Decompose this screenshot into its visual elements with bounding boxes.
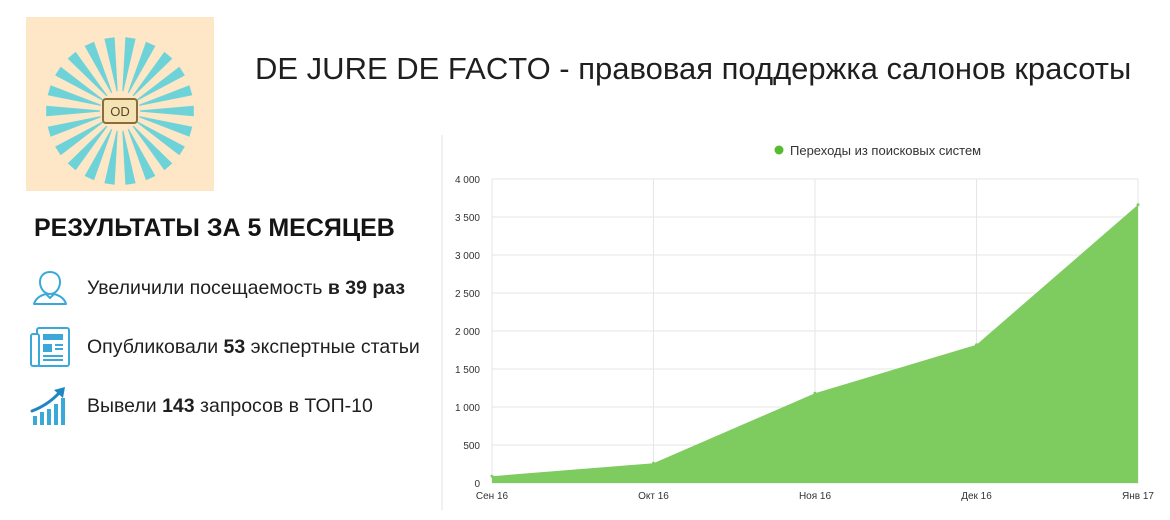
y-tick-label: 0 bbox=[474, 479, 480, 490]
stat-text-visits: Увеличили посещаемость в 39 раз bbox=[87, 277, 405, 300]
logo-ray bbox=[104, 130, 118, 185]
growth-chart-icon bbox=[30, 387, 65, 425]
logo-ray bbox=[122, 130, 136, 185]
x-tick-label: Янв 17 bbox=[1122, 491, 1154, 502]
logo-ray bbox=[55, 66, 104, 101]
newspaper-icon bbox=[30, 327, 70, 367]
x-tick-label: Дек 16 bbox=[961, 491, 992, 502]
x-tick-label: Окт 16 bbox=[638, 491, 669, 502]
page-title: DE JURE DE FACTO - правовая поддержка са… bbox=[255, 51, 1132, 86]
stat-row-visits: Увеличили посещаемость в 39 раз bbox=[28, 266, 405, 310]
logo-badge bbox=[102, 98, 138, 124]
logo-ray bbox=[47, 85, 101, 106]
x-tick-label: Ноя 16 bbox=[799, 491, 832, 502]
logo-ray bbox=[140, 105, 194, 117]
logo-ray bbox=[104, 37, 118, 92]
y-tick-label: 3 500 bbox=[455, 213, 480, 224]
user-icon bbox=[33, 270, 67, 305]
data-point bbox=[813, 391, 817, 395]
stat-suffix: запросов в ТОП-10 bbox=[194, 394, 373, 417]
stat-highlight: 143 bbox=[162, 394, 195, 417]
logo-ray bbox=[46, 105, 100, 117]
traffic-chart-svg: 0 500 1 000 1 500 2 000 2 500 3 000 3 500 4 000 С… bbox=[441, 135, 1154, 510]
stat-highlight: в 39 раз bbox=[327, 276, 406, 299]
y-tick-label: 2 500 bbox=[455, 289, 480, 300]
logo-sunburst-rays bbox=[46, 37, 194, 185]
logo-graphic: OD bbox=[46, 37, 194, 185]
logo-badge-text: OD bbox=[110, 104, 130, 119]
logo-ray bbox=[132, 125, 173, 171]
y-tick-label: 1 500 bbox=[455, 365, 480, 376]
logo-ray bbox=[84, 129, 113, 181]
series-area bbox=[492, 204, 1138, 484]
y-tick-label: 500 bbox=[463, 441, 480, 452]
legend-marker bbox=[774, 145, 784, 155]
x-tick-label: Сен 16 bbox=[476, 491, 509, 502]
data-point bbox=[652, 461, 655, 465]
results-heading: РЕЗУЛЬТАТЫ ЗА 5 МЕСЯЦЕВ bbox=[34, 214, 395, 242]
chart-series bbox=[490, 203, 1140, 484]
logo-ray bbox=[122, 37, 136, 92]
logo-ray bbox=[47, 116, 101, 137]
logo-ray bbox=[55, 121, 104, 156]
logo-ray bbox=[139, 85, 193, 106]
chart-axes: 0 500 1 000 1 500 2 000 2 500 3 000 3 500 4 000 С… bbox=[455, 175, 1154, 502]
stat-prefix: Увеличили посещаемость bbox=[87, 276, 328, 299]
logo-ray bbox=[67, 125, 108, 171]
stat-suffix: экспертные статьи bbox=[245, 335, 420, 358]
legend-label: Переходы из поисковых систем bbox=[790, 143, 981, 158]
stat-row-queries: Вывели 143 запросов в ТОП-10 bbox=[28, 384, 373, 428]
logo-ray bbox=[67, 51, 108, 97]
logo-ray bbox=[136, 66, 185, 101]
data-point bbox=[490, 474, 494, 478]
stat-text-articles: Опубликовали 53 экспертные статьи bbox=[87, 336, 420, 359]
stat-text-queries: Вывели 143 запросов в ТОП-10 bbox=[87, 395, 373, 418]
logo-ray bbox=[127, 129, 156, 181]
logo-ray bbox=[132, 51, 173, 97]
logo-ray bbox=[139, 116, 193, 137]
stat-prefix: Вывели bbox=[87, 394, 163, 417]
data-point bbox=[1136, 203, 1140, 207]
logo-ray bbox=[136, 121, 185, 156]
logo-ray bbox=[84, 41, 113, 93]
stat-row-articles: Опубликовали 53 экспертные статьи bbox=[28, 325, 420, 369]
stat-highlight: 53 bbox=[223, 335, 246, 358]
chart-legend: Переходы из поисковых систем bbox=[774, 143, 981, 158]
data-point bbox=[975, 343, 978, 347]
stat-prefix: Опубликовали bbox=[87, 335, 224, 358]
logo-ray bbox=[127, 41, 156, 93]
y-tick-label: 4 000 bbox=[455, 175, 480, 186]
y-tick-label: 2 000 bbox=[455, 327, 480, 338]
traffic-chart: 0 500 1 000 1 500 2 000 2 500 3 000 3 500 4 000 С… bbox=[440, 135, 1162, 510]
company-logo: OD bbox=[26, 17, 214, 191]
y-tick-label: 1 000 bbox=[455, 403, 480, 414]
y-tick-label: 3 000 bbox=[455, 251, 480, 262]
